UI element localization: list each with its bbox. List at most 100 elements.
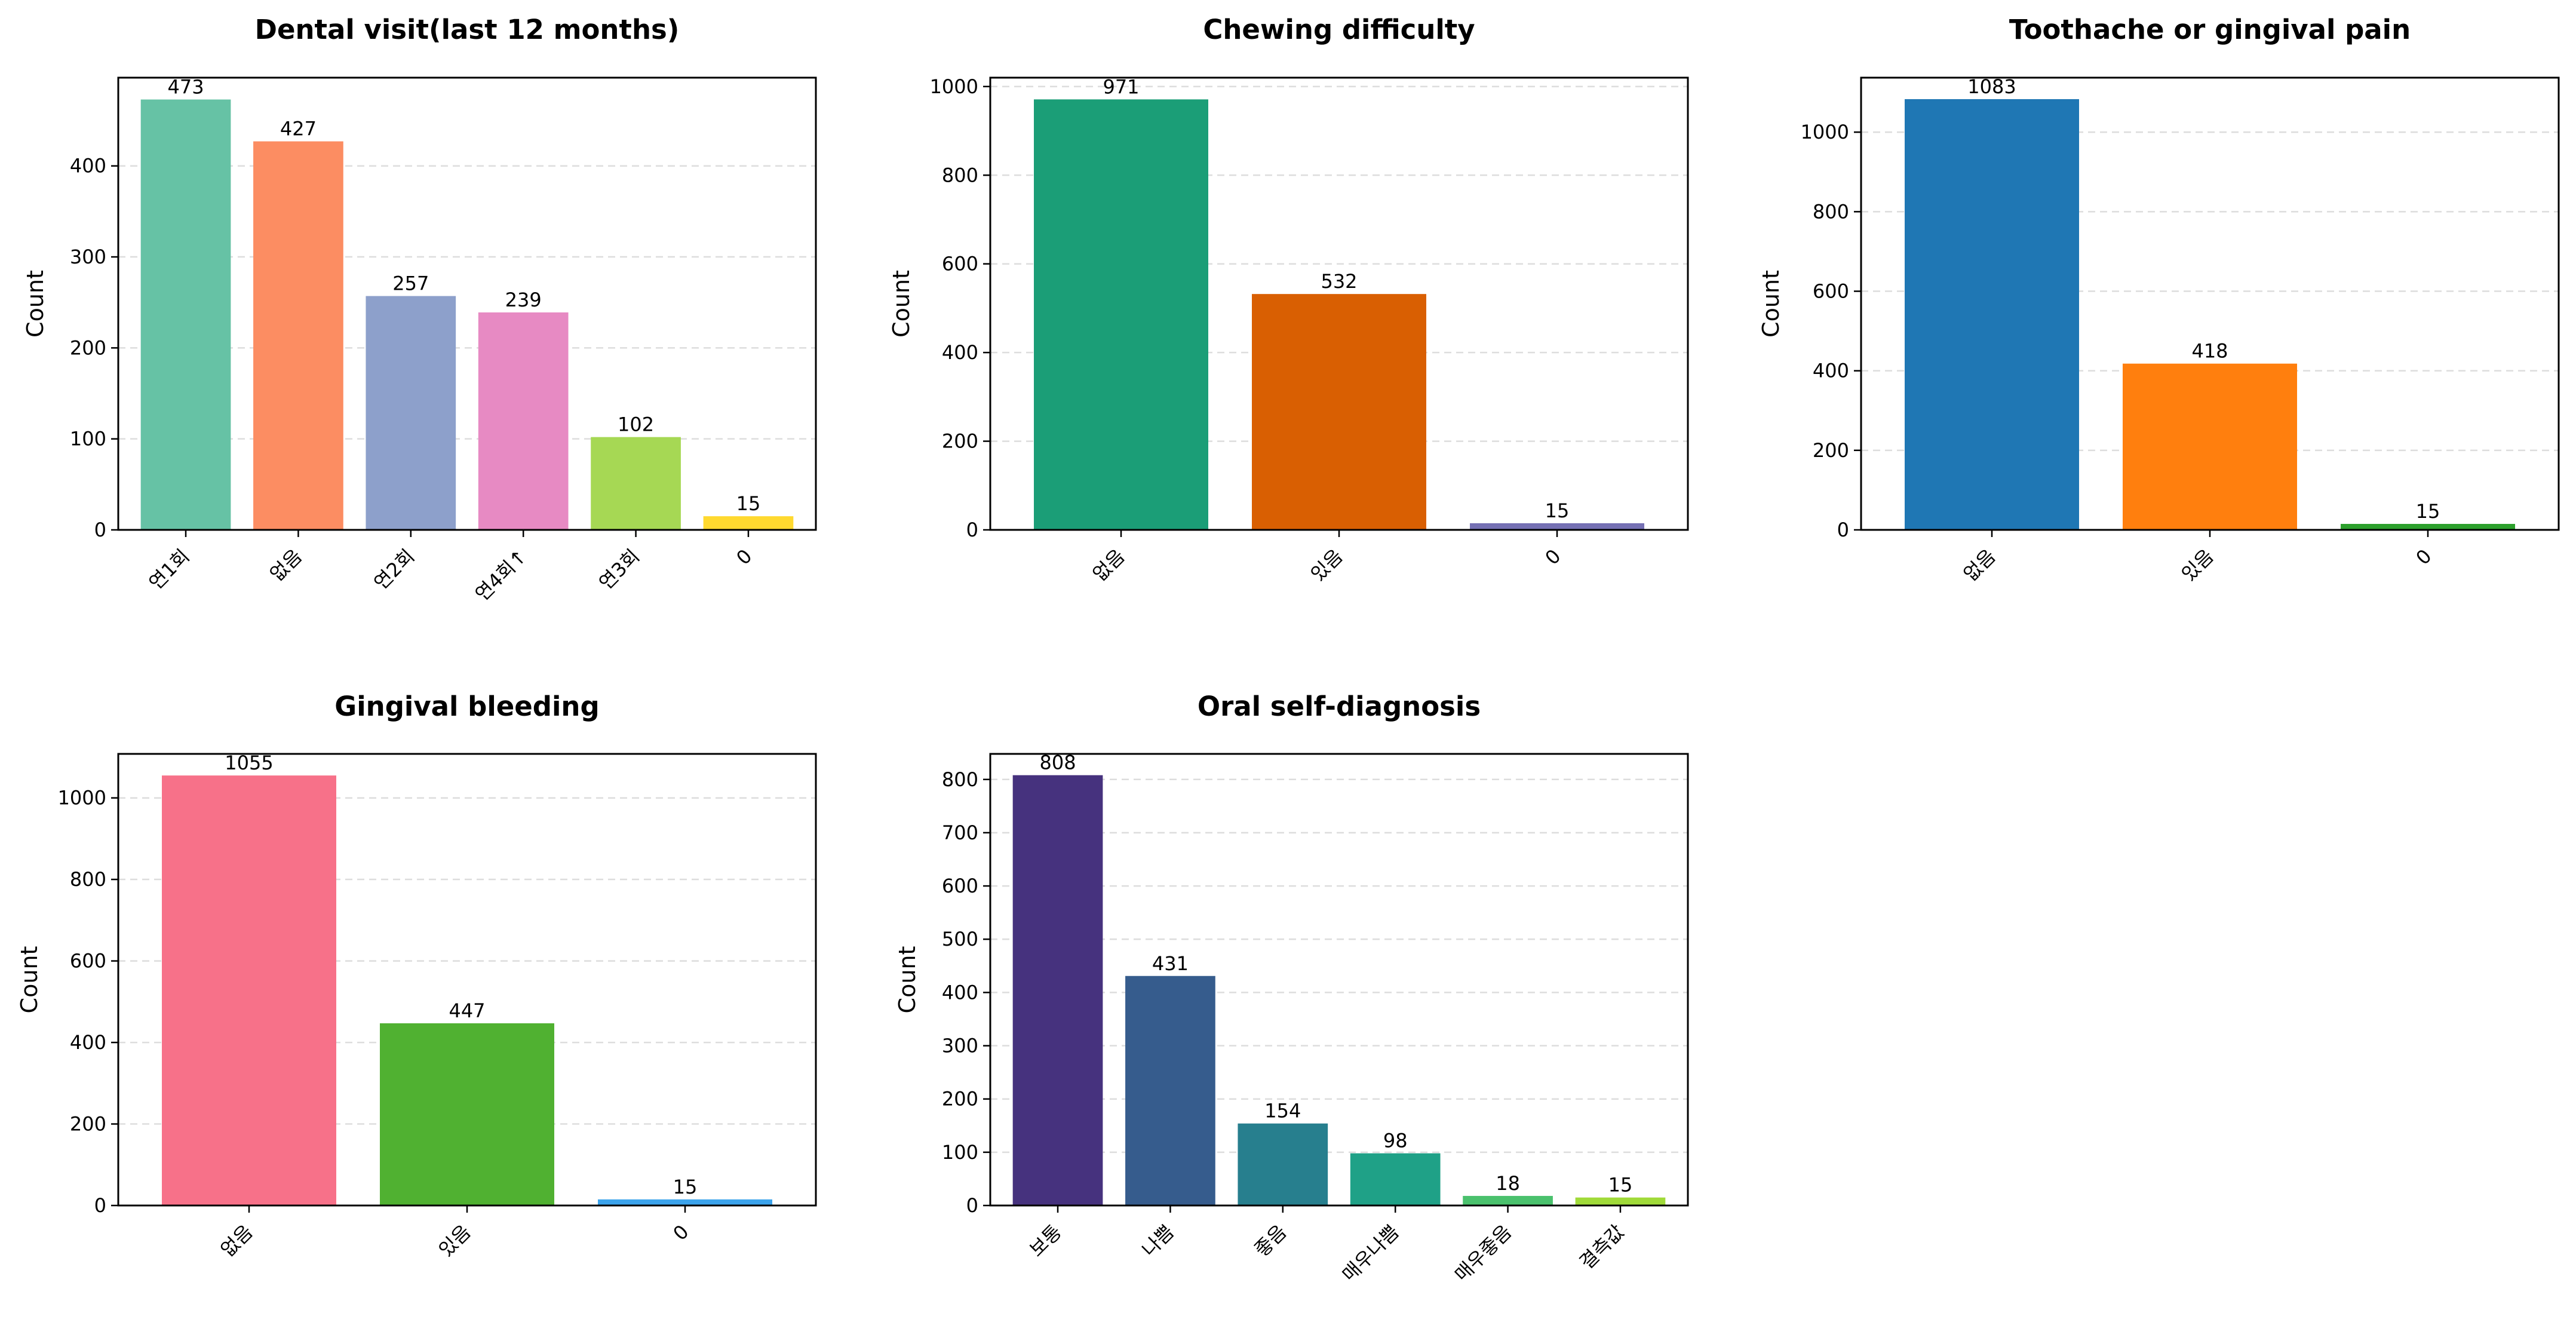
- y-tick-label: 300: [942, 1035, 978, 1057]
- y-tick-label: 0: [94, 1194, 106, 1217]
- x-tick-label: 있음: [434, 1220, 475, 1262]
- bar: [2123, 363, 2297, 530]
- bar: [366, 296, 456, 530]
- bar: [140, 99, 231, 530]
- plot-frame: [117, 76, 817, 531]
- chart-panel: 971 532 15 0 200 400 600 800 1000 없음 있음 0 Chewing di…: [888, 14, 1689, 586]
- y-tick-label: 0: [1837, 519, 1849, 541]
- bar: [1252, 294, 1426, 530]
- data-label: 102: [618, 413, 654, 436]
- y-tick-label: 400: [942, 341, 978, 364]
- y-tick-label: 800: [942, 768, 978, 791]
- bar: [1012, 775, 1103, 1205]
- x-tick-label: 나쁨: [1138, 1220, 1179, 1262]
- data-label: 239: [505, 289, 542, 311]
- x-tick-label: 없음: [266, 545, 307, 586]
- y-tick-label: 200: [942, 1088, 978, 1111]
- chart-panel: 1083 418 15 0 200 400 600 800 1000 없음 있음 0 Toothache…: [1758, 14, 2560, 586]
- y-tick-label: 100: [942, 1141, 978, 1164]
- y-tick-label: 200: [1813, 439, 1849, 462]
- y-tick-label: 600: [942, 875, 978, 897]
- y-tick-label: 600: [70, 950, 106, 973]
- data-label: 18: [1496, 1172, 1520, 1195]
- x-tick-label: 있음: [2177, 545, 2218, 586]
- x-tick-label: 없음: [1088, 545, 1129, 586]
- y-axis-label: Count: [16, 946, 42, 1014]
- data-label: 1083: [1967, 75, 2016, 98]
- bar: [598, 1199, 772, 1205]
- y-tick-label: 400: [1813, 360, 1849, 382]
- x-tick-label: 연3회: [594, 545, 644, 594]
- data-label: 15: [1545, 499, 1570, 522]
- y-tick-label: 400: [70, 155, 106, 177]
- bar: [591, 437, 681, 530]
- x-tick-label: 0: [1540, 545, 1565, 569]
- y-tick-label: 300: [70, 246, 106, 268]
- data-label: 971: [1103, 75, 1139, 98]
- y-tick-label: 800: [942, 164, 978, 186]
- y-tick-label: 400: [70, 1031, 106, 1054]
- y-tick-label: 0: [966, 519, 978, 541]
- data-label: 15: [2416, 500, 2440, 523]
- chart-panel: 1055 447 15 0 200 400 600 800 1000 없음 있음 0 Gingival …: [16, 691, 817, 1262]
- y-tick-label: 500: [942, 928, 978, 950]
- data-label: 98: [1383, 1130, 1408, 1152]
- y-tick-label: 700: [942, 821, 978, 844]
- y-axis-label: Count: [22, 270, 48, 338]
- chart-panel: 808 431 154 98 18 15 0 100 200 300 400 500 600 700 800…: [894, 691, 1689, 1286]
- y-tick-label: 600: [942, 253, 978, 275]
- data-label: 15: [736, 492, 761, 515]
- x-tick-label: 0: [668, 1220, 693, 1245]
- x-tick-label: 연4회↑: [471, 545, 532, 606]
- bar: [1034, 99, 1208, 530]
- bar: [1905, 99, 2079, 530]
- x-tick-label: 매우나쁨: [1338, 1220, 1404, 1286]
- x-tick-label: 연1회: [145, 545, 194, 594]
- data-label: 447: [449, 999, 485, 1022]
- bar: [478, 312, 569, 530]
- y-tick-label: 800: [1813, 200, 1849, 223]
- x-tick-label: 0: [732, 545, 756, 569]
- bar: [1125, 976, 1215, 1205]
- y-tick-label: 600: [1813, 280, 1849, 303]
- y-tick-label: 200: [70, 1113, 106, 1136]
- x-tick-label: 결측값: [1575, 1220, 1628, 1274]
- y-tick-label: 1000: [1801, 121, 1849, 143]
- x-tick-label: 없음: [1959, 545, 2000, 586]
- data-label: 15: [1608, 1174, 1633, 1197]
- y-tick-label: 200: [70, 336, 106, 359]
- chart-title: Oral self-diagnosis: [1198, 691, 1481, 722]
- y-tick-label: 100: [70, 428, 106, 450]
- bar: [380, 1023, 554, 1205]
- chart-title: Toothache or gingival pain: [2009, 14, 2411, 45]
- data-label: 257: [392, 272, 429, 295]
- bar: [1238, 1123, 1328, 1205]
- bar: [703, 516, 794, 530]
- data-label: 808: [1039, 751, 1076, 774]
- data-label: 1055: [225, 751, 273, 774]
- data-label: 532: [1321, 270, 1357, 293]
- y-axis-label: Count: [1758, 270, 1784, 338]
- data-label: 427: [280, 118, 317, 140]
- y-tick-label: 0: [94, 519, 106, 541]
- data-label: 431: [1152, 952, 1189, 975]
- chart-title: Gingival bleeding: [334, 691, 599, 722]
- y-tick-label: 1000: [58, 787, 106, 809]
- data-label: 154: [1264, 1100, 1301, 1122]
- y-tick-label: 1000: [930, 75, 978, 98]
- plot-frame: [989, 753, 1689, 1207]
- x-tick-label: 매우좋음: [1450, 1220, 1516, 1286]
- x-tick-label: 연2회: [370, 545, 419, 594]
- x-tick-label: 좋음: [1250, 1220, 1291, 1262]
- chart-title: Dental visit(last 12 months): [255, 14, 680, 45]
- bar: [1463, 1195, 1553, 1205]
- bar: [1575, 1197, 1666, 1205]
- y-tick-label: 0: [966, 1194, 978, 1217]
- x-tick-label: 있음: [1306, 545, 1347, 586]
- bar: [2341, 524, 2515, 530]
- x-tick-label: 없음: [216, 1220, 257, 1262]
- data-label: 418: [2191, 340, 2228, 363]
- bar: [1470, 523, 1644, 530]
- bar: [253, 141, 343, 530]
